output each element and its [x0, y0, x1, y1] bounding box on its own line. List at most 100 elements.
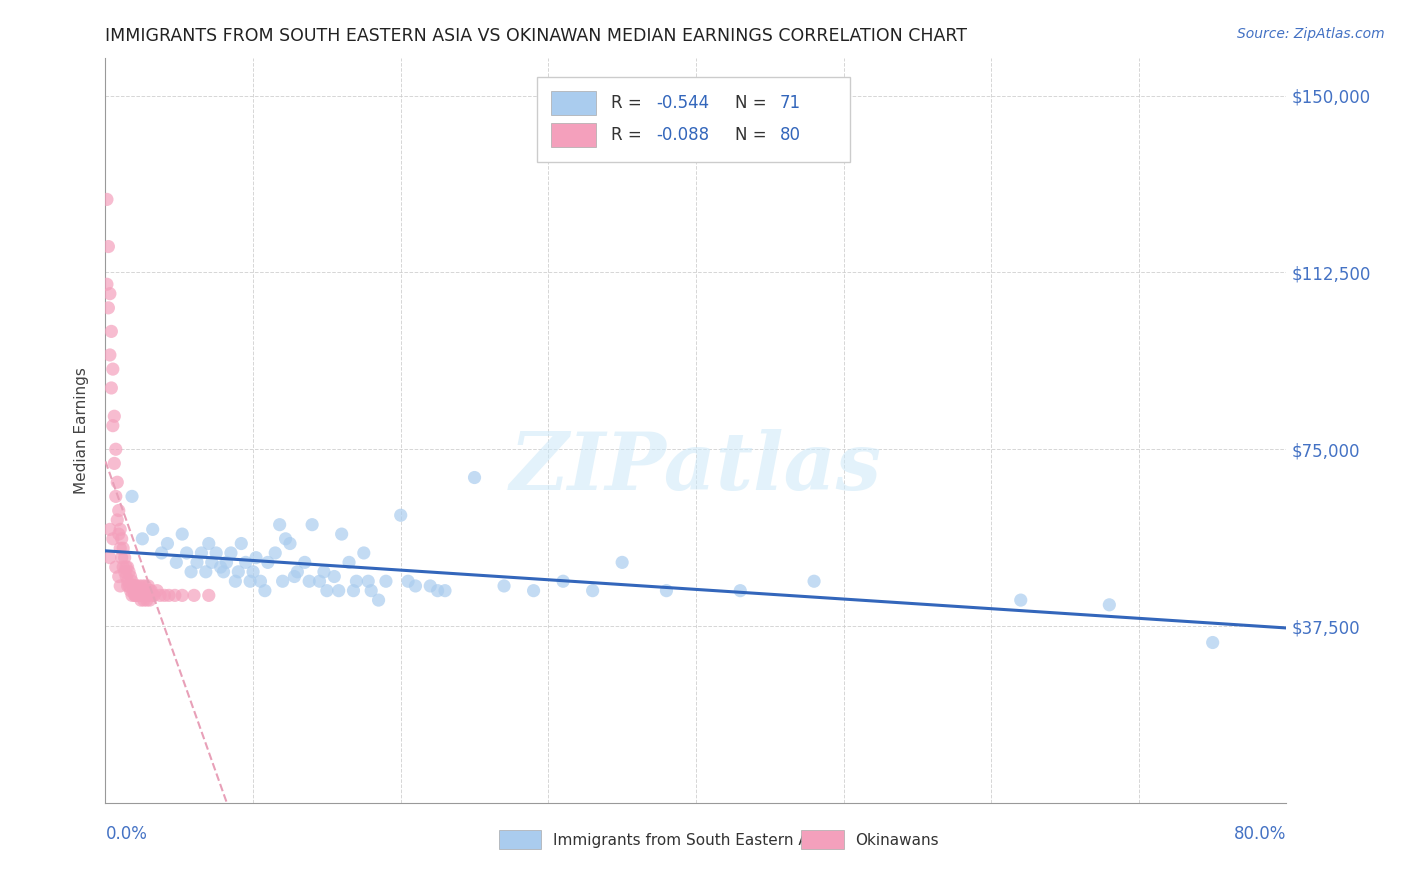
Point: [120, 583, 142, 598]
Point: [346, 574, 368, 589]
Point: [110, 522, 132, 536]
Point: [315, 583, 337, 598]
Point: [294, 555, 316, 569]
Point: [610, 555, 633, 569]
Text: 71: 71: [780, 94, 801, 112]
Point: [132, 583, 155, 598]
Point: [127, 583, 149, 598]
Point: [396, 574, 419, 589]
Text: Okinawans: Okinawans: [855, 833, 938, 847]
Text: N =: N =: [735, 94, 772, 112]
Point: [271, 574, 294, 589]
Point: [112, 560, 135, 574]
Point: [235, 555, 257, 569]
Text: N =: N =: [735, 126, 772, 144]
Point: [132, 593, 155, 607]
Point: [110, 579, 132, 593]
Point: [212, 565, 235, 579]
Point: [125, 588, 148, 602]
Text: Immigrants from South Eastern Asia: Immigrants from South Eastern Asia: [553, 833, 830, 847]
Point: [117, 579, 139, 593]
Point: [224, 574, 246, 589]
Point: [156, 536, 179, 550]
Point: [135, 593, 157, 607]
Point: [150, 546, 173, 560]
FancyBboxPatch shape: [537, 77, 849, 162]
Point: [104, 560, 127, 574]
Text: R =: R =: [612, 94, 647, 112]
Point: [118, 579, 141, 593]
Point: [103, 409, 125, 424]
Point: [127, 588, 149, 602]
Point: [186, 555, 208, 569]
Point: [117, 574, 139, 589]
Point: [146, 583, 169, 598]
Point: [328, 583, 350, 598]
Point: [176, 546, 198, 560]
Point: [138, 593, 162, 607]
Point: [100, 325, 122, 339]
Point: [153, 588, 176, 602]
Point: [278, 536, 301, 550]
Point: [114, 565, 136, 579]
Text: 0.0%: 0.0%: [105, 825, 148, 843]
Point: [209, 560, 232, 574]
Y-axis label: Median Earnings: Median Earnings: [75, 367, 90, 494]
Point: [1098, 598, 1121, 612]
Point: [190, 546, 212, 560]
Point: [118, 565, 141, 579]
Point: [136, 588, 159, 602]
Point: [128, 579, 150, 593]
Point: [115, 569, 138, 583]
Point: [96, 277, 118, 292]
Point: [274, 532, 297, 546]
Point: [219, 546, 242, 560]
Point: [242, 565, 264, 579]
Point: [138, 583, 162, 598]
Point: [269, 517, 291, 532]
Text: ZIPatlas: ZIPatlas: [510, 429, 882, 507]
Point: [103, 456, 125, 470]
Point: [323, 569, 346, 583]
Point: [249, 574, 271, 589]
Point: [419, 579, 441, 593]
Point: [128, 588, 150, 602]
Point: [107, 527, 129, 541]
Text: 80: 80: [780, 126, 801, 144]
Point: [121, 574, 143, 589]
Point: [342, 583, 364, 598]
Point: [172, 527, 194, 541]
Point: [114, 550, 136, 565]
Point: [257, 555, 280, 569]
Point: [172, 588, 194, 602]
Point: [149, 588, 172, 602]
Point: [111, 532, 134, 546]
Point: [105, 513, 128, 527]
Point: [136, 579, 159, 593]
Point: [121, 489, 143, 503]
Point: [129, 583, 152, 598]
Point: [131, 579, 153, 593]
Point: [105, 475, 128, 490]
Point: [367, 593, 389, 607]
Point: [120, 569, 142, 583]
Point: [389, 508, 412, 523]
Point: [98, 522, 121, 536]
Point: [374, 574, 398, 589]
Point: [124, 579, 146, 593]
Point: [131, 588, 153, 602]
Point: [124, 588, 146, 602]
Point: [121, 588, 143, 602]
Point: [131, 532, 153, 546]
Point: [112, 541, 135, 556]
Point: [197, 588, 219, 602]
Point: [228, 565, 250, 579]
Point: [194, 565, 217, 579]
Point: [124, 588, 146, 602]
Point: [231, 536, 253, 550]
Point: [96, 193, 118, 207]
Point: [312, 565, 335, 579]
Point: [330, 527, 353, 541]
Point: [180, 565, 202, 579]
Point: [98, 348, 121, 362]
